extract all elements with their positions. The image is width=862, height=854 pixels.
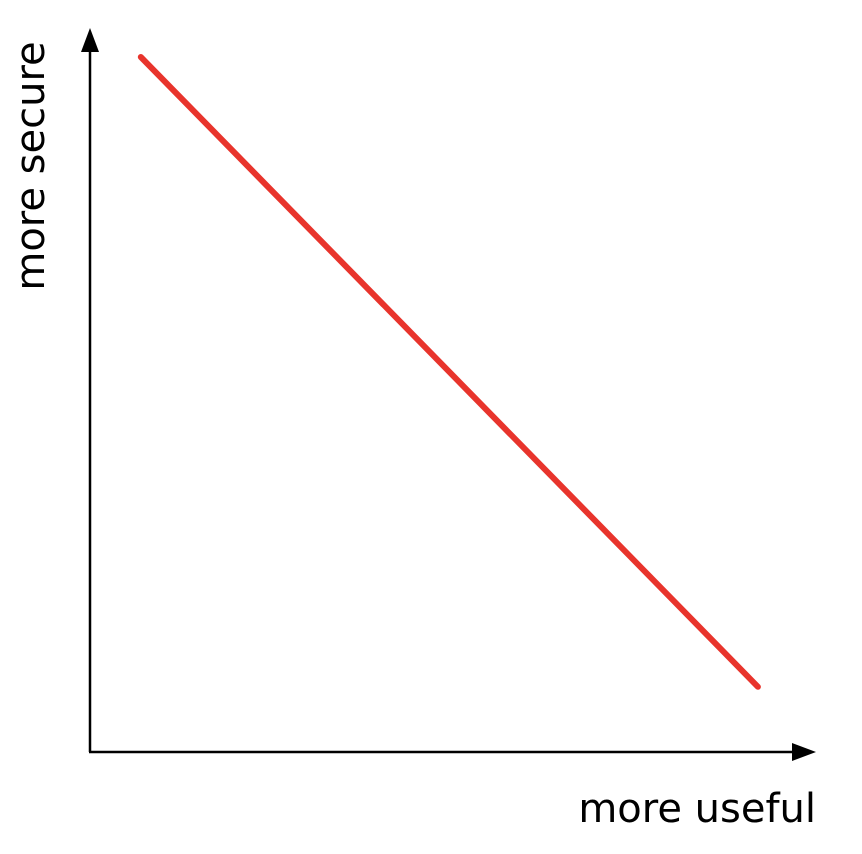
x-axis-arrow bbox=[792, 743, 816, 761]
y-axis-arrow bbox=[81, 28, 99, 52]
series-layer bbox=[137, 54, 761, 690]
y-axis-label: more secure bbox=[8, 41, 54, 290]
x-axis-label: more useful bbox=[578, 786, 816, 832]
series-line-0 bbox=[137, 54, 761, 690]
